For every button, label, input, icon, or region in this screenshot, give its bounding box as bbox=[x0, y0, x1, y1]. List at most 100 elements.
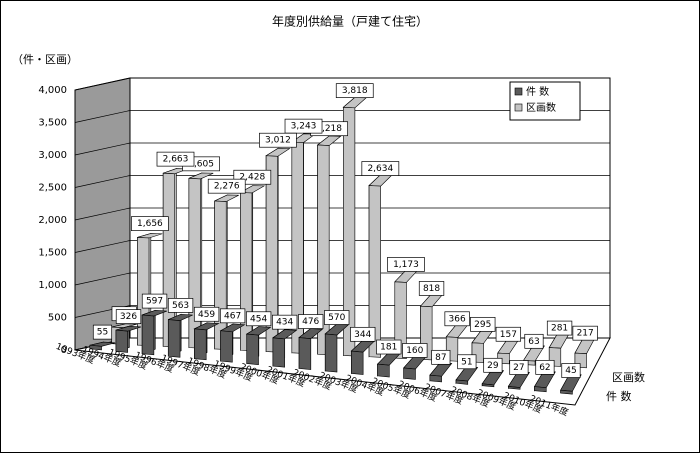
y-tick-label: 500 bbox=[48, 313, 67, 324]
data-label-box bbox=[572, 325, 598, 341]
grid-line bbox=[74, 110, 131, 123]
bar bbox=[508, 386, 521, 390]
data-label-box bbox=[524, 333, 544, 349]
data-label-box bbox=[298, 314, 324, 329]
grid-line bbox=[74, 240, 131, 253]
bar bbox=[481, 383, 495, 388]
grid-line bbox=[74, 142, 131, 156]
bar bbox=[240, 192, 253, 352]
data-label-box bbox=[509, 360, 529, 375]
data-label: 570 bbox=[328, 313, 345, 323]
data-label: 3,218 bbox=[316, 124, 342, 134]
data-label: 281 bbox=[551, 324, 568, 334]
bar bbox=[141, 314, 155, 356]
bar bbox=[214, 200, 227, 350]
data-label: 181 bbox=[380, 343, 397, 353]
bar bbox=[403, 367, 416, 380]
bar bbox=[394, 281, 407, 359]
data-label: 2,605 bbox=[188, 159, 214, 169]
data-label: 51 bbox=[461, 357, 472, 367]
data-label: 1,656 bbox=[137, 219, 163, 229]
grid-line bbox=[74, 207, 131, 221]
data-label: 3,012 bbox=[265, 136, 291, 146]
bar bbox=[368, 185, 381, 358]
depth-label: 区画数 bbox=[612, 371, 645, 384]
bar bbox=[324, 333, 338, 373]
data-label: 326 bbox=[120, 312, 137, 322]
data-label: 563 bbox=[172, 301, 189, 311]
y-tick-label: 2,000 bbox=[38, 215, 67, 226]
data-label: 3,243 bbox=[291, 122, 317, 132]
bar bbox=[351, 350, 364, 375]
bar bbox=[220, 330, 233, 363]
legend-label: 区画数 bbox=[526, 101, 556, 114]
grid-line bbox=[74, 272, 131, 286]
data-label-box bbox=[418, 281, 445, 296]
data-label-box bbox=[219, 308, 246, 324]
y-tick-label: 1,000 bbox=[38, 280, 67, 291]
bar bbox=[560, 389, 573, 395]
y-tick-label: 3,500 bbox=[38, 118, 67, 129]
data-label: 2,663 bbox=[163, 155, 189, 165]
bar bbox=[194, 328, 207, 361]
data-label-box bbox=[546, 320, 573, 336]
data-label-box bbox=[387, 257, 425, 272]
bar bbox=[298, 337, 312, 370]
bar bbox=[455, 379, 469, 385]
grid-line bbox=[74, 77, 131, 91]
data-label: 27 bbox=[513, 363, 524, 373]
bar bbox=[377, 363, 390, 378]
data-label: 344 bbox=[354, 330, 371, 340]
legend-label: 件 数 bbox=[526, 85, 549, 98]
data-label: 295 bbox=[474, 320, 491, 330]
data-label-box bbox=[444, 311, 470, 327]
data-label: 157 bbox=[500, 330, 517, 340]
data-label: 45 bbox=[565, 366, 576, 376]
data-label-box bbox=[245, 311, 272, 327]
y-axis-label: （件・区画） bbox=[12, 53, 78, 66]
bar bbox=[167, 319, 181, 358]
bar bbox=[272, 337, 285, 368]
data-label-box bbox=[259, 132, 297, 148]
data-label-box bbox=[193, 306, 220, 322]
data-label: 87 bbox=[435, 353, 446, 363]
data-label-box bbox=[141, 293, 168, 309]
y-tick-label: 1,500 bbox=[38, 248, 67, 259]
data-label: 29 bbox=[487, 361, 499, 371]
bar bbox=[534, 386, 547, 393]
data-label-box bbox=[92, 324, 113, 340]
data-label-box bbox=[335, 83, 374, 98]
bar bbox=[246, 333, 259, 366]
data-label-box bbox=[535, 359, 555, 375]
data-label: 459 bbox=[198, 310, 215, 320]
legend-swatch bbox=[514, 87, 523, 96]
bar bbox=[429, 374, 442, 383]
y-tick-label: 2,500 bbox=[38, 183, 67, 194]
y-tick-label: 3,000 bbox=[38, 150, 67, 161]
bar bbox=[89, 344, 102, 351]
data-label-box bbox=[376, 339, 402, 355]
data-label: 160 bbox=[406, 346, 423, 356]
data-label-box bbox=[561, 363, 581, 378]
data-label: 434 bbox=[276, 318, 293, 328]
bar bbox=[188, 177, 201, 349]
grid-line bbox=[74, 175, 131, 188]
data-label: 597 bbox=[146, 297, 163, 307]
data-label: 467 bbox=[224, 311, 241, 321]
data-label-box bbox=[207, 178, 246, 194]
data-label: 366 bbox=[449, 314, 466, 324]
y-tick-label: 4,000 bbox=[38, 85, 67, 96]
data-label-box bbox=[495, 326, 522, 342]
data-label: 818 bbox=[423, 284, 440, 294]
data-label: 476 bbox=[302, 317, 319, 327]
data-label: 2,634 bbox=[367, 164, 393, 174]
data-label-box bbox=[350, 326, 376, 342]
data-label-box bbox=[115, 309, 142, 324]
legend-swatch bbox=[514, 103, 523, 112]
data-label: 63 bbox=[528, 337, 539, 347]
data-label-box bbox=[272, 314, 298, 330]
data-label: 55 bbox=[97, 328, 108, 338]
data-label: 2,276 bbox=[214, 182, 240, 192]
data-label: 2,428 bbox=[239, 173, 265, 183]
